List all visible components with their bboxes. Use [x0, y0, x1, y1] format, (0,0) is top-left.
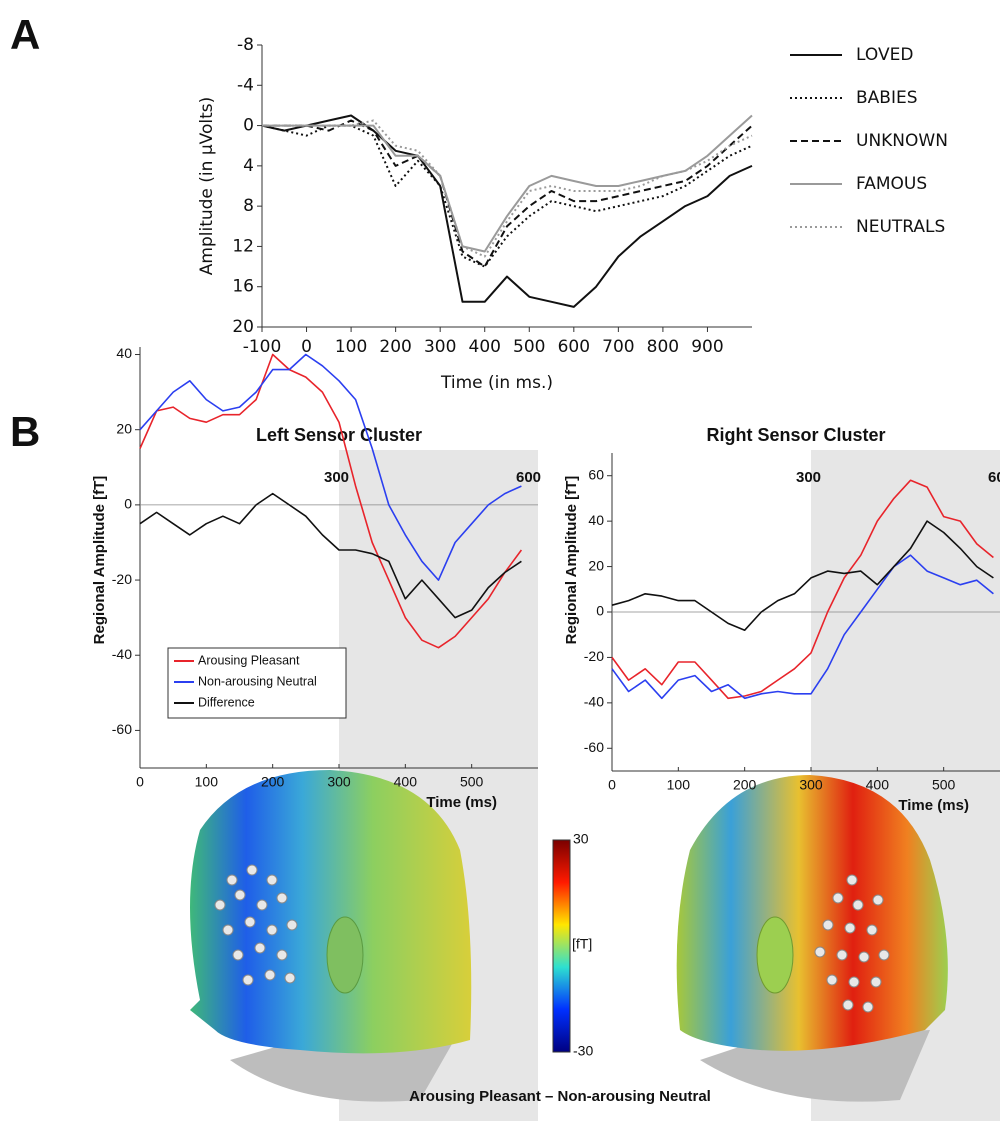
x-tick-label: 500	[932, 777, 956, 793]
series-line	[261, 124, 753, 268]
y-tick-label: 0	[124, 496, 132, 512]
colorbar-min: -30	[573, 1043, 593, 1059]
x-axis-label: Time (ms)	[898, 797, 969, 814]
head-maps	[190, 770, 948, 1102]
y-tick-label: 16	[232, 277, 254, 297]
x-axis-label: Time (in ms.)	[440, 373, 553, 393]
x-tick-label: 300	[424, 337, 456, 357]
y-tick-label: 12	[232, 236, 254, 256]
series-line	[139, 353, 523, 649]
x-tick-label: 400	[469, 337, 501, 357]
y-tick-label: -20	[584, 648, 604, 664]
x-tick-label: 200	[261, 774, 285, 790]
x-tick-label: 600	[558, 337, 590, 357]
y-axis-label: Amplitude (in µVolts)	[197, 97, 217, 275]
window-label: 300	[324, 469, 349, 486]
y-tick-label: 4	[243, 156, 254, 176]
legend-label: Difference	[198, 695, 255, 709]
legend-label: NEUTRALS	[856, 217, 945, 237]
panel-label: B	[10, 408, 40, 455]
x-tick-label: 300	[327, 774, 351, 790]
series-line	[262, 119, 753, 268]
x-tick-label: 200	[379, 337, 411, 357]
y-tick-label: 40	[588, 512, 604, 528]
series-line	[261, 114, 753, 308]
y-tick-label: 8	[243, 196, 254, 216]
series-line	[139, 492, 522, 619]
y-tick-label: 0	[243, 116, 254, 136]
x-axis-label: Time (ms)	[426, 794, 497, 811]
legend-box	[167, 647, 347, 719]
x-tick-label: 400	[866, 777, 890, 793]
y-tick-label: -40	[112, 646, 132, 662]
legend-label: UNKNOWN	[856, 131, 948, 151]
y-tick-label: -60	[584, 739, 604, 755]
legend-label: Non-arousing Neutral	[198, 674, 317, 688]
window-label: 600	[516, 469, 541, 486]
y-tick-label: -8	[237, 35, 254, 55]
x-tick-label: 300	[799, 777, 823, 793]
legend-label: LOVED	[856, 45, 913, 65]
x-tick-label: 400	[394, 774, 418, 790]
y-axis-label: Regional Amplitude [fT]	[563, 476, 580, 645]
x-tick-label: 100	[335, 337, 367, 357]
ear	[326, 916, 364, 994]
x-tick-label: 100	[195, 774, 219, 790]
y-tick-label: -20	[112, 571, 132, 587]
y-tick-label: 20	[116, 420, 132, 436]
x-tick-label: 900	[691, 337, 723, 357]
sensor-dots	[214, 864, 890, 1013]
series-line	[262, 119, 753, 258]
x-tick-label: 200	[733, 777, 757, 793]
colorbar	[552, 839, 571, 1053]
legend-label: BABIES	[856, 88, 918, 108]
y-tick-label: 40	[116, 345, 132, 361]
ear	[756, 916, 794, 994]
y-tick-label: -40	[584, 694, 604, 710]
x-tick-label: 100	[667, 777, 691, 793]
x-tick-label: 0	[136, 774, 144, 790]
x-tick-label: 0	[301, 337, 312, 357]
colorbar-max: 30	[573, 831, 589, 847]
x-tick-label: 800	[647, 337, 679, 357]
x-tick-label: 500	[513, 337, 545, 357]
legend-label: Arousing Pleasant	[198, 653, 300, 667]
series-line	[611, 554, 994, 700]
y-axis-label: Regional Amplitude [fT]	[91, 476, 108, 645]
y-tick-label: -60	[112, 721, 132, 737]
x-tick-label: 0	[608, 777, 616, 793]
legend-label: FAMOUS	[856, 174, 927, 194]
chart-title: Left Sensor Cluster	[256, 425, 422, 445]
series-line	[139, 353, 522, 581]
y-tick-label: 0	[596, 603, 604, 619]
chart-title: Right Sensor Cluster	[706, 425, 885, 445]
colorbar-label: [fT]	[572, 936, 592, 952]
y-tick-label: 20	[232, 317, 254, 337]
panel-label: A	[10, 11, 40, 58]
left-head	[190, 770, 472, 1054]
y-tick-label: 60	[588, 466, 604, 482]
x-tick-label: -100	[243, 337, 282, 357]
window-label: 600	[988, 469, 1000, 486]
x-tick-label: 500	[460, 774, 484, 790]
window-label: 300	[796, 469, 821, 486]
caption: Arousing Pleasant – Non-arousing Neutral	[409, 1088, 711, 1105]
y-tick-label: 20	[588, 557, 604, 573]
series-line	[611, 479, 994, 700]
series-line	[611, 520, 994, 631]
x-tick-label: 700	[602, 337, 634, 357]
y-tick-label: -4	[237, 75, 254, 95]
